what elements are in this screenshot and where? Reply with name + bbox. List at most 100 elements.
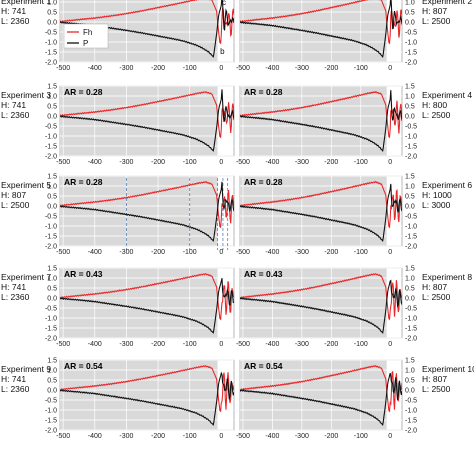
y-tick-label: -0.5 <box>45 30 57 37</box>
y-tick-label: -1.5 <box>45 326 57 333</box>
y-tick-label: -2.0 <box>405 336 417 343</box>
experiment-h: H: 741 <box>1 282 26 292</box>
y-tick-label: -2.0 <box>45 244 57 251</box>
y-tick-label: 1.0 <box>47 184 57 191</box>
y-tick-label: -0.5 <box>405 398 417 405</box>
x-tick-label: -400 <box>88 433 102 440</box>
x-tick-label: -500 <box>236 341 250 348</box>
x-tick-label: -100 <box>354 433 368 440</box>
x-tick-label: -100 <box>183 159 197 166</box>
y-tick-label: -1.0 <box>45 408 57 415</box>
panel-4: AR = 0.28 1.5 1.0 0.5 0.0 -0.5 -1.0 -1.5 -2.0 -50… <box>236 84 472 167</box>
x-tick-label: 0 <box>219 433 223 440</box>
x-tick-label: -500 <box>56 159 70 166</box>
ar-label: AR = 0.28 <box>64 177 103 187</box>
x-tick-label: -300 <box>295 249 309 256</box>
experiment-name: Experiment 7 <box>1 272 51 282</box>
y-tick-label: 1.0 <box>405 94 415 101</box>
y-tick-label: 0.0 <box>405 204 415 211</box>
shaded-region <box>240 360 387 430</box>
y-tick-label: 1.5 <box>405 266 415 273</box>
x-tick-label: -200 <box>324 65 338 72</box>
y-tick-label: 0.5 <box>405 10 415 17</box>
x-tick-label: -200 <box>151 249 165 256</box>
x-tick-label: -200 <box>324 249 338 256</box>
experiment-name: Experiment 8 <box>422 272 472 282</box>
y-tick-label: 1.0 <box>405 276 415 283</box>
y-tick-label: 0.5 <box>47 10 57 17</box>
experiment-name: Experiment 6 <box>422 180 472 190</box>
y-tick-label: 0.0 <box>405 388 415 395</box>
legend-label-p: P <box>83 39 88 48</box>
x-tick-label: -500 <box>236 65 250 72</box>
legend-label-fh: Fh <box>83 28 92 37</box>
series-line-p <box>240 90 402 153</box>
x-tick-label: -400 <box>88 159 102 166</box>
x-tick-label: -100 <box>354 341 368 348</box>
experiment-l: L: 2500 <box>422 110 451 120</box>
x-tick-label: -400 <box>265 433 279 440</box>
y-tick-label: -0.5 <box>405 124 417 131</box>
experiment-h: H: 807 <box>422 282 447 292</box>
series-line-fh <box>60 91 234 139</box>
series-line-fh <box>240 273 402 321</box>
y-tick-label: 0.0 <box>405 296 415 303</box>
x-tick-label: -400 <box>265 249 279 256</box>
y-tick-label: 0.5 <box>405 378 415 385</box>
y-tick-label: -1.0 <box>45 224 57 231</box>
y-tick-label: 1.5 <box>47 358 57 365</box>
x-tick-label: -300 <box>119 341 133 348</box>
legend-box <box>63 23 109 49</box>
x-tick-label: 0 <box>388 159 392 166</box>
y-tick-label: -1.5 <box>405 144 417 151</box>
x-tick-label: -400 <box>265 65 279 72</box>
y-tick-label: -1.0 <box>405 134 417 141</box>
experiment-h: H: 741 <box>1 6 26 16</box>
x-tick-label: 0 <box>219 249 223 256</box>
series-line-p <box>240 183 402 243</box>
x-tick-label: -100 <box>183 341 197 348</box>
x-tick-label: -400 <box>88 341 102 348</box>
y-tick-label: 0.0 <box>47 204 57 211</box>
x-tick-label: -100 <box>354 65 368 72</box>
x-tick-label: -200 <box>151 159 165 166</box>
x-tick-label: 0 <box>388 341 392 348</box>
y-tick-label: -1.0 <box>405 408 417 415</box>
x-tick-label: 0 <box>219 65 223 72</box>
x-tick-label: -500 <box>236 159 250 166</box>
y-tick-label: -2.0 <box>45 154 57 161</box>
y-tick-label: -2.0 <box>405 428 417 435</box>
y-tick-label: 1.0 <box>47 368 57 375</box>
y-tick-label: 0.0 <box>47 20 57 27</box>
y-tick-label: -2.0 <box>405 154 417 161</box>
x-tick-label: 0 <box>219 159 223 166</box>
y-tick-label: 1.5 <box>47 266 57 273</box>
y-tick-label: -0.5 <box>45 214 57 221</box>
series-line-p <box>240 372 402 427</box>
series-line-p <box>60 371 234 426</box>
x-tick-label: -100 <box>354 159 368 166</box>
y-tick-label: 0.0 <box>405 114 415 121</box>
experiment-h: H: 807 <box>1 190 26 200</box>
y-tick-label: 0.5 <box>405 104 415 111</box>
y-tick-label: 1.0 <box>47 0 57 7</box>
x-tick-label: -500 <box>56 433 70 440</box>
experiment-name: Experiment 4 <box>422 90 472 100</box>
y-tick-label: -0.5 <box>45 398 57 405</box>
experiment-l: L: 2360 <box>1 110 30 120</box>
experiment-h: H: 807 <box>422 374 447 384</box>
experiment-l: L: 2500 <box>422 292 451 302</box>
experiment-name: Experiment 1 <box>1 0 51 6</box>
legend: Fh P <box>63 23 109 49</box>
y-tick-label: 1.0 <box>47 276 57 283</box>
x-tick-label: -300 <box>295 433 309 440</box>
series-line-p <box>60 278 234 334</box>
experiment-l: L: 2500 <box>422 16 451 26</box>
panel-3: AR = 0.28 1.5 1.0 0.5 0.0 -0.5 -1.0 -1.5 -2.0-50… <box>1 84 235 166</box>
y-tick-label: -1.0 <box>405 316 417 323</box>
x-tick-label: -100 <box>183 65 197 72</box>
shaded-region <box>240 268 387 338</box>
series-line-fh <box>240 90 402 139</box>
ar-label: AR = 0.28 <box>64 87 103 97</box>
y-tick-label: -2.0 <box>405 244 417 251</box>
